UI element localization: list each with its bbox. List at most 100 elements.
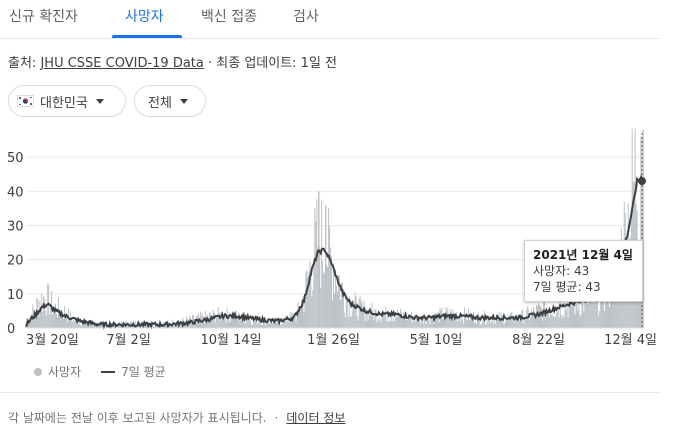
daily-bar xyxy=(356,315,358,328)
daily-bar xyxy=(55,303,57,328)
daily-bar xyxy=(349,315,351,328)
daily-bar xyxy=(480,324,482,328)
daily-bar xyxy=(362,307,364,328)
daily-bar xyxy=(452,309,454,328)
deaths-chart[interactable]: 0 10 20 30 40 50 3월 20일 7월 2일 10월 14일 1월 26일 5월 10… xyxy=(0,125,660,353)
range-dropdown[interactable]: 전체 xyxy=(134,85,206,117)
daily-bar xyxy=(462,319,464,328)
daily-bar xyxy=(564,302,566,328)
daily-bar xyxy=(232,320,234,328)
region-dropdown[interactable]: 대한민국 xyxy=(8,85,126,117)
daily-bar xyxy=(154,326,156,328)
daily-bar xyxy=(251,324,253,328)
daily-bar xyxy=(598,315,600,328)
daily-bar xyxy=(307,277,309,328)
daily-bar xyxy=(612,300,614,328)
daily-bar xyxy=(367,320,369,328)
daily-bar xyxy=(92,325,94,328)
daily-bar xyxy=(481,321,483,328)
tab-new-cases[interactable]: 신규 확진자 xyxy=(9,9,78,25)
daily-bar xyxy=(346,300,348,328)
daily-bar xyxy=(465,313,467,328)
daily-bar xyxy=(557,310,559,328)
daily-bar xyxy=(444,316,446,328)
daily-bar xyxy=(323,272,325,328)
tab-tests[interactable]: 검사 xyxy=(293,9,319,25)
daily-bar xyxy=(389,320,391,328)
daily-bar xyxy=(416,315,418,328)
daily-bar xyxy=(577,310,579,328)
daily-bar xyxy=(290,315,292,328)
daily-bar xyxy=(471,318,473,328)
daily-bar xyxy=(410,311,412,328)
daily-bar xyxy=(112,325,114,328)
daily-bar xyxy=(198,317,200,328)
daily-bar xyxy=(174,325,176,328)
data-info-link[interactable]: 데이터 정보 xyxy=(286,411,346,425)
daily-bar xyxy=(516,313,518,328)
daily-bar xyxy=(370,316,372,328)
daily-bar xyxy=(301,299,303,328)
daily-bar xyxy=(229,317,231,328)
daily-bar xyxy=(156,326,158,328)
x-tick-label: 1월 26일 xyxy=(307,333,360,348)
daily-bar xyxy=(266,320,267,328)
daily-bar xyxy=(32,304,34,328)
daily-bar xyxy=(221,320,223,328)
tab-deaths[interactable]: 사망자 xyxy=(125,9,164,25)
daily-bar xyxy=(403,316,405,328)
daily-bar xyxy=(591,279,593,328)
daily-bar xyxy=(143,323,145,328)
daily-bar xyxy=(482,320,484,328)
daily-bar xyxy=(469,320,471,328)
daily-bar xyxy=(320,287,322,328)
daily-bar xyxy=(246,318,248,328)
daily-bar xyxy=(296,310,298,328)
daily-bar xyxy=(489,322,491,328)
tab-vaccinations[interactable]: 백신 접종 xyxy=(201,9,257,25)
daily-bar xyxy=(433,323,435,328)
daily-bar xyxy=(393,317,395,328)
daily-bar xyxy=(476,314,478,328)
daily-bar xyxy=(488,316,490,328)
daily-bar xyxy=(161,326,163,328)
source-link[interactable]: JHU CSSE COVID-19 Data xyxy=(40,56,204,71)
daily-bar xyxy=(382,314,384,328)
daily-bar xyxy=(402,317,403,328)
daily-bar xyxy=(408,317,410,328)
daily-bar xyxy=(431,318,433,328)
daily-bar xyxy=(366,308,368,328)
daily-bar xyxy=(570,288,572,328)
daily-bar xyxy=(302,296,304,328)
daily-bar xyxy=(395,315,397,328)
daily-bar xyxy=(128,326,129,328)
daily-bar xyxy=(238,312,240,328)
daily-bar xyxy=(220,311,222,328)
daily-bar xyxy=(505,320,507,328)
daily-bar xyxy=(559,300,561,328)
daily-bar xyxy=(425,324,427,328)
daily-bar xyxy=(540,306,541,328)
daily-bar xyxy=(491,318,493,328)
daily-bar xyxy=(80,325,82,328)
daily-bar xyxy=(434,312,436,328)
daily-bar xyxy=(397,309,399,328)
daily-bar xyxy=(227,314,229,328)
daily-bar xyxy=(343,312,345,328)
daily-bar xyxy=(455,317,457,328)
daily-bar xyxy=(421,314,423,328)
daily-bar xyxy=(279,324,281,328)
daily-bar xyxy=(579,316,581,328)
daily-bar xyxy=(414,321,416,328)
daily-bar xyxy=(528,309,530,328)
daily-bar xyxy=(532,311,534,328)
daily-bar xyxy=(60,316,61,328)
daily-bar xyxy=(41,293,43,328)
daily-bar xyxy=(288,322,290,328)
daily-bar xyxy=(537,305,539,328)
daily-bar xyxy=(640,136,642,328)
daily-bar xyxy=(437,311,439,328)
daily-bar xyxy=(248,319,250,328)
daily-bar xyxy=(77,323,79,328)
daily-bar xyxy=(593,299,595,328)
